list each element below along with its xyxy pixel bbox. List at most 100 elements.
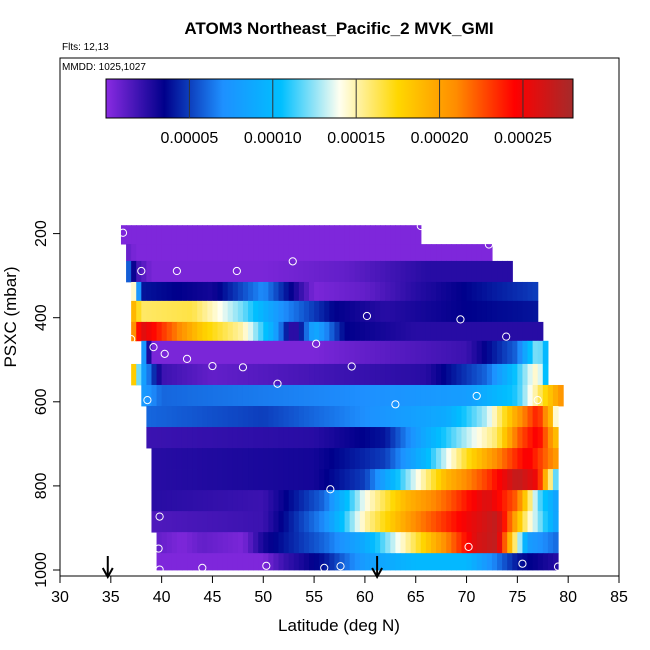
heatmap-cell [222, 300, 229, 323]
heatmap-cell [486, 340, 493, 365]
heatmap-cell [486, 363, 493, 386]
observation-point [149, 343, 158, 352]
heatmap-cell [497, 321, 503, 342]
heatmap-cell [339, 244, 346, 262]
heatmap-cell [253, 281, 259, 302]
heatmap-cell [217, 281, 224, 302]
heatmap-cell [497, 384, 503, 407]
heatmap-cell [359, 553, 366, 571]
heatmap-cell [319, 469, 325, 491]
heatmap-cell [309, 406, 315, 428]
heatmap-cell [156, 553, 163, 571]
heatmap-cell [552, 406, 559, 428]
heatmap-cell [283, 448, 290, 470]
heatmap-cell [385, 363, 391, 386]
heatmap-cell [512, 427, 518, 449]
heatmap-cell [314, 244, 320, 262]
heatmap-cell [222, 448, 229, 470]
heatmap-cell [303, 469, 310, 491]
heatmap-cell [273, 469, 280, 491]
heatmap-cell [390, 490, 396, 512]
heatmap-cell [207, 532, 214, 554]
heatmap-cell [415, 363, 422, 386]
heatmap-cell [354, 406, 361, 428]
heatmap-cell [293, 260, 300, 283]
heatmap-cell [339, 511, 346, 533]
heatmap-cell [451, 469, 457, 491]
heatmap-cell [217, 363, 224, 386]
heatmap-cell [430, 553, 437, 571]
heatmap-cell [415, 281, 422, 302]
heatmap-cell [242, 532, 249, 554]
heatmap-cell [471, 532, 478, 554]
heatmap-cell [491, 406, 498, 428]
heatmap-cell [192, 511, 198, 533]
heatmap-cell [415, 427, 422, 449]
heatmap-cell [344, 244, 351, 262]
heatmap-cell [502, 300, 508, 323]
observation-point [143, 396, 152, 405]
heatmap-cell [375, 511, 381, 533]
heatmap-cell [542, 363, 549, 386]
heatmap-cell [369, 406, 376, 428]
heatmap-cell [217, 553, 224, 571]
heatmap-cell [207, 340, 214, 365]
heatmap-cell [446, 427, 452, 449]
heatmap-cell [237, 553, 244, 571]
heatmap-cell [207, 511, 214, 533]
heatmap-cell [288, 281, 295, 302]
heatmap-cell [339, 260, 346, 283]
heatmap-cell [552, 511, 559, 533]
heatmap-cell [405, 281, 412, 302]
heatmap-cell [268, 321, 275, 342]
heatmap-cell [405, 244, 412, 262]
heatmap-cell [278, 281, 285, 302]
heatmap-cell [258, 300, 264, 323]
heatmap-cell [451, 427, 457, 449]
heatmap-cell [161, 244, 168, 262]
heatmap-cell [187, 490, 193, 512]
heatmap-cell [212, 384, 219, 407]
heatmap-cell [497, 300, 503, 323]
heatmap-cell [222, 532, 229, 554]
heatmap-cell [430, 281, 437, 302]
heatmap-cell [436, 490, 442, 512]
heatmap-cell [197, 384, 203, 407]
heatmap-cell [364, 363, 371, 386]
heatmap-cell [176, 427, 183, 449]
heatmap-cell [410, 384, 417, 407]
heatmap-cell [369, 384, 376, 407]
x-tick-label: 50 [254, 589, 272, 606]
heatmap-cell [278, 490, 285, 512]
heatmap-cell [329, 260, 336, 283]
heatmap-cell [446, 244, 452, 262]
observation-point [347, 362, 356, 371]
heatmap-cell [354, 427, 361, 449]
heatmap-cell [197, 532, 203, 554]
heatmap-cell [161, 553, 168, 571]
heatmap-cell [324, 384, 330, 407]
heatmap-cell [461, 340, 468, 365]
heatmap-cell [446, 321, 452, 342]
heatmap-cell [436, 384, 442, 407]
heatmap-cell [359, 225, 366, 245]
heatmap-cell [192, 260, 198, 283]
heatmap-cell [293, 406, 300, 428]
heatmap-cell [222, 281, 229, 302]
heatmap-cell [349, 384, 356, 407]
heatmap-cell [410, 448, 417, 470]
heatmap-cell [212, 281, 219, 302]
heatmap-cell [232, 532, 239, 554]
heatmap-cell [405, 406, 412, 428]
heatmap-cell [527, 363, 534, 386]
heatmap-cell [192, 469, 198, 491]
heatmap-cell [512, 321, 518, 342]
heatmap-cell [329, 469, 336, 491]
heatmap-cell [176, 244, 183, 262]
heatmap-cell [359, 532, 366, 554]
heatmap-cell [314, 225, 320, 245]
heatmap-cell [222, 553, 229, 571]
heatmap-cell [298, 427, 305, 449]
heatmap-cell [476, 448, 483, 470]
heatmap-cell [207, 469, 214, 491]
